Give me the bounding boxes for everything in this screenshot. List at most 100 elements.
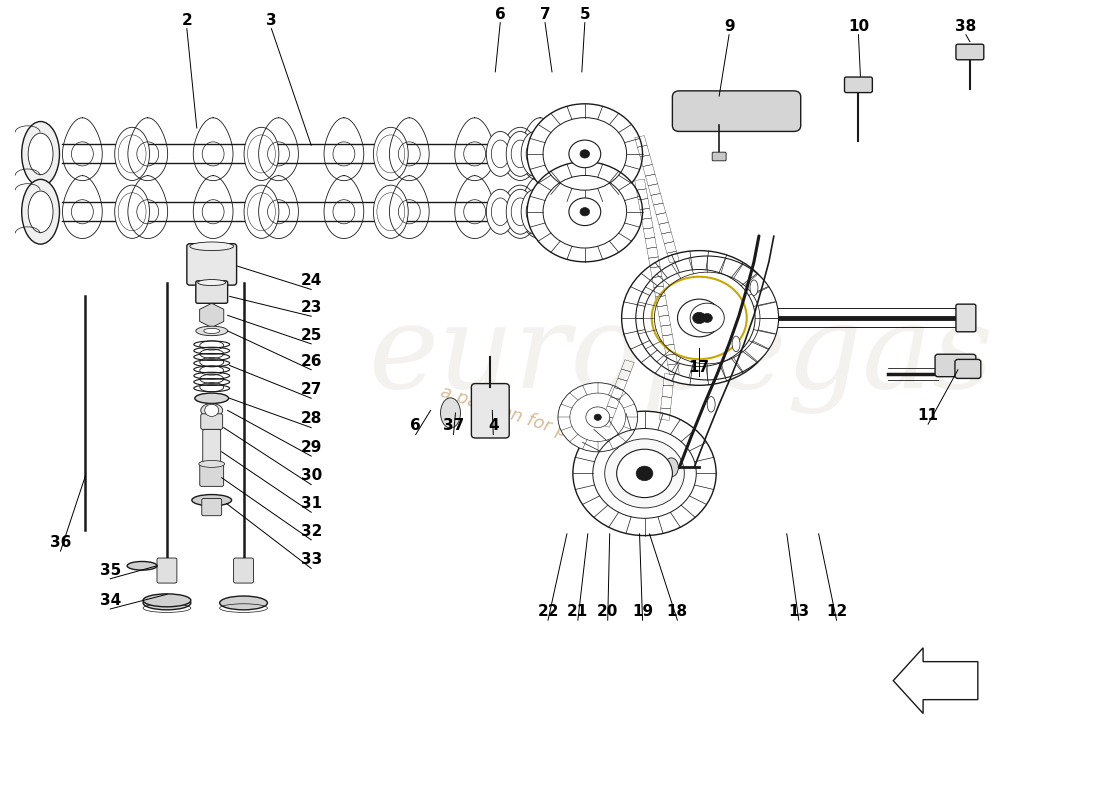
Text: 33: 33 [300, 552, 322, 567]
Ellipse shape [733, 336, 740, 352]
Text: a passion for parts: a passion for parts [438, 383, 603, 452]
Ellipse shape [506, 190, 535, 234]
Text: 30: 30 [300, 469, 322, 483]
FancyBboxPatch shape [955, 359, 981, 378]
Text: 32: 32 [300, 524, 322, 538]
Text: 24: 24 [300, 274, 322, 288]
Text: 9: 9 [724, 18, 735, 34]
Text: 25: 25 [300, 328, 322, 342]
Circle shape [569, 140, 601, 168]
Text: 7: 7 [540, 6, 550, 22]
FancyBboxPatch shape [196, 281, 228, 303]
Ellipse shape [503, 127, 538, 181]
Circle shape [678, 299, 721, 337]
Ellipse shape [143, 594, 190, 607]
FancyBboxPatch shape [201, 414, 222, 430]
Ellipse shape [201, 403, 222, 418]
Text: 4: 4 [488, 418, 498, 434]
Ellipse shape [196, 326, 228, 336]
Circle shape [693, 312, 706, 324]
Ellipse shape [114, 185, 150, 238]
Text: 12: 12 [826, 604, 847, 619]
Text: 29: 29 [300, 440, 322, 455]
Ellipse shape [244, 185, 279, 238]
FancyBboxPatch shape [201, 498, 222, 516]
Ellipse shape [521, 190, 549, 234]
Circle shape [636, 466, 653, 481]
Circle shape [580, 150, 590, 158]
Ellipse shape [190, 242, 233, 250]
Polygon shape [893, 648, 978, 714]
Ellipse shape [198, 279, 226, 286]
Ellipse shape [220, 596, 267, 610]
Text: 5: 5 [580, 6, 590, 22]
Text: 35: 35 [100, 562, 121, 578]
Ellipse shape [191, 494, 232, 506]
Text: 20: 20 [597, 604, 618, 619]
Circle shape [621, 250, 777, 386]
FancyBboxPatch shape [233, 558, 253, 583]
Circle shape [586, 407, 609, 428]
Text: 18: 18 [667, 604, 688, 619]
Ellipse shape [750, 280, 758, 295]
Text: 3: 3 [266, 13, 277, 27]
Circle shape [636, 256, 779, 380]
FancyBboxPatch shape [956, 304, 976, 332]
Text: 6: 6 [410, 418, 421, 434]
Text: 23: 23 [300, 300, 322, 315]
Ellipse shape [373, 127, 408, 181]
FancyBboxPatch shape [935, 354, 976, 377]
Text: 6: 6 [495, 6, 506, 22]
Text: 38: 38 [955, 18, 977, 34]
Text: 22: 22 [537, 604, 559, 619]
Ellipse shape [114, 127, 150, 181]
Text: 27: 27 [300, 382, 322, 397]
Ellipse shape [22, 179, 59, 244]
Circle shape [605, 439, 684, 508]
Text: europegas: europegas [368, 299, 993, 414]
Ellipse shape [506, 131, 535, 176]
Ellipse shape [503, 185, 538, 238]
Text: 10: 10 [848, 18, 869, 34]
Circle shape [580, 208, 590, 216]
Circle shape [617, 450, 672, 498]
Ellipse shape [707, 397, 715, 412]
FancyBboxPatch shape [845, 77, 872, 93]
Text: 37: 37 [443, 418, 464, 434]
Ellipse shape [204, 328, 220, 334]
FancyBboxPatch shape [672, 91, 801, 131]
Circle shape [702, 314, 713, 322]
Circle shape [594, 414, 602, 420]
Ellipse shape [486, 190, 514, 234]
Circle shape [690, 303, 724, 333]
Ellipse shape [664, 458, 679, 477]
Ellipse shape [244, 127, 279, 181]
Ellipse shape [128, 562, 157, 570]
Text: 17: 17 [689, 360, 710, 374]
Text: 26: 26 [300, 354, 322, 369]
Ellipse shape [143, 596, 190, 610]
Ellipse shape [199, 461, 224, 467]
Ellipse shape [29, 191, 53, 233]
FancyBboxPatch shape [956, 44, 983, 60]
FancyBboxPatch shape [472, 383, 509, 438]
FancyBboxPatch shape [157, 558, 177, 583]
Text: 11: 11 [917, 408, 938, 423]
FancyBboxPatch shape [712, 152, 726, 161]
Text: 34: 34 [100, 593, 121, 608]
Circle shape [527, 162, 642, 262]
Ellipse shape [195, 393, 229, 403]
Text: 19: 19 [632, 604, 653, 619]
Circle shape [205, 404, 219, 417]
Text: 31: 31 [300, 496, 322, 511]
Ellipse shape [22, 122, 59, 186]
FancyBboxPatch shape [200, 462, 223, 486]
Ellipse shape [441, 398, 461, 428]
Circle shape [569, 198, 601, 226]
Text: 2: 2 [182, 13, 192, 27]
FancyBboxPatch shape [202, 430, 221, 462]
Text: 28: 28 [300, 411, 322, 426]
Text: 13: 13 [789, 604, 810, 619]
Text: 36: 36 [50, 535, 72, 550]
FancyBboxPatch shape [187, 244, 236, 285]
